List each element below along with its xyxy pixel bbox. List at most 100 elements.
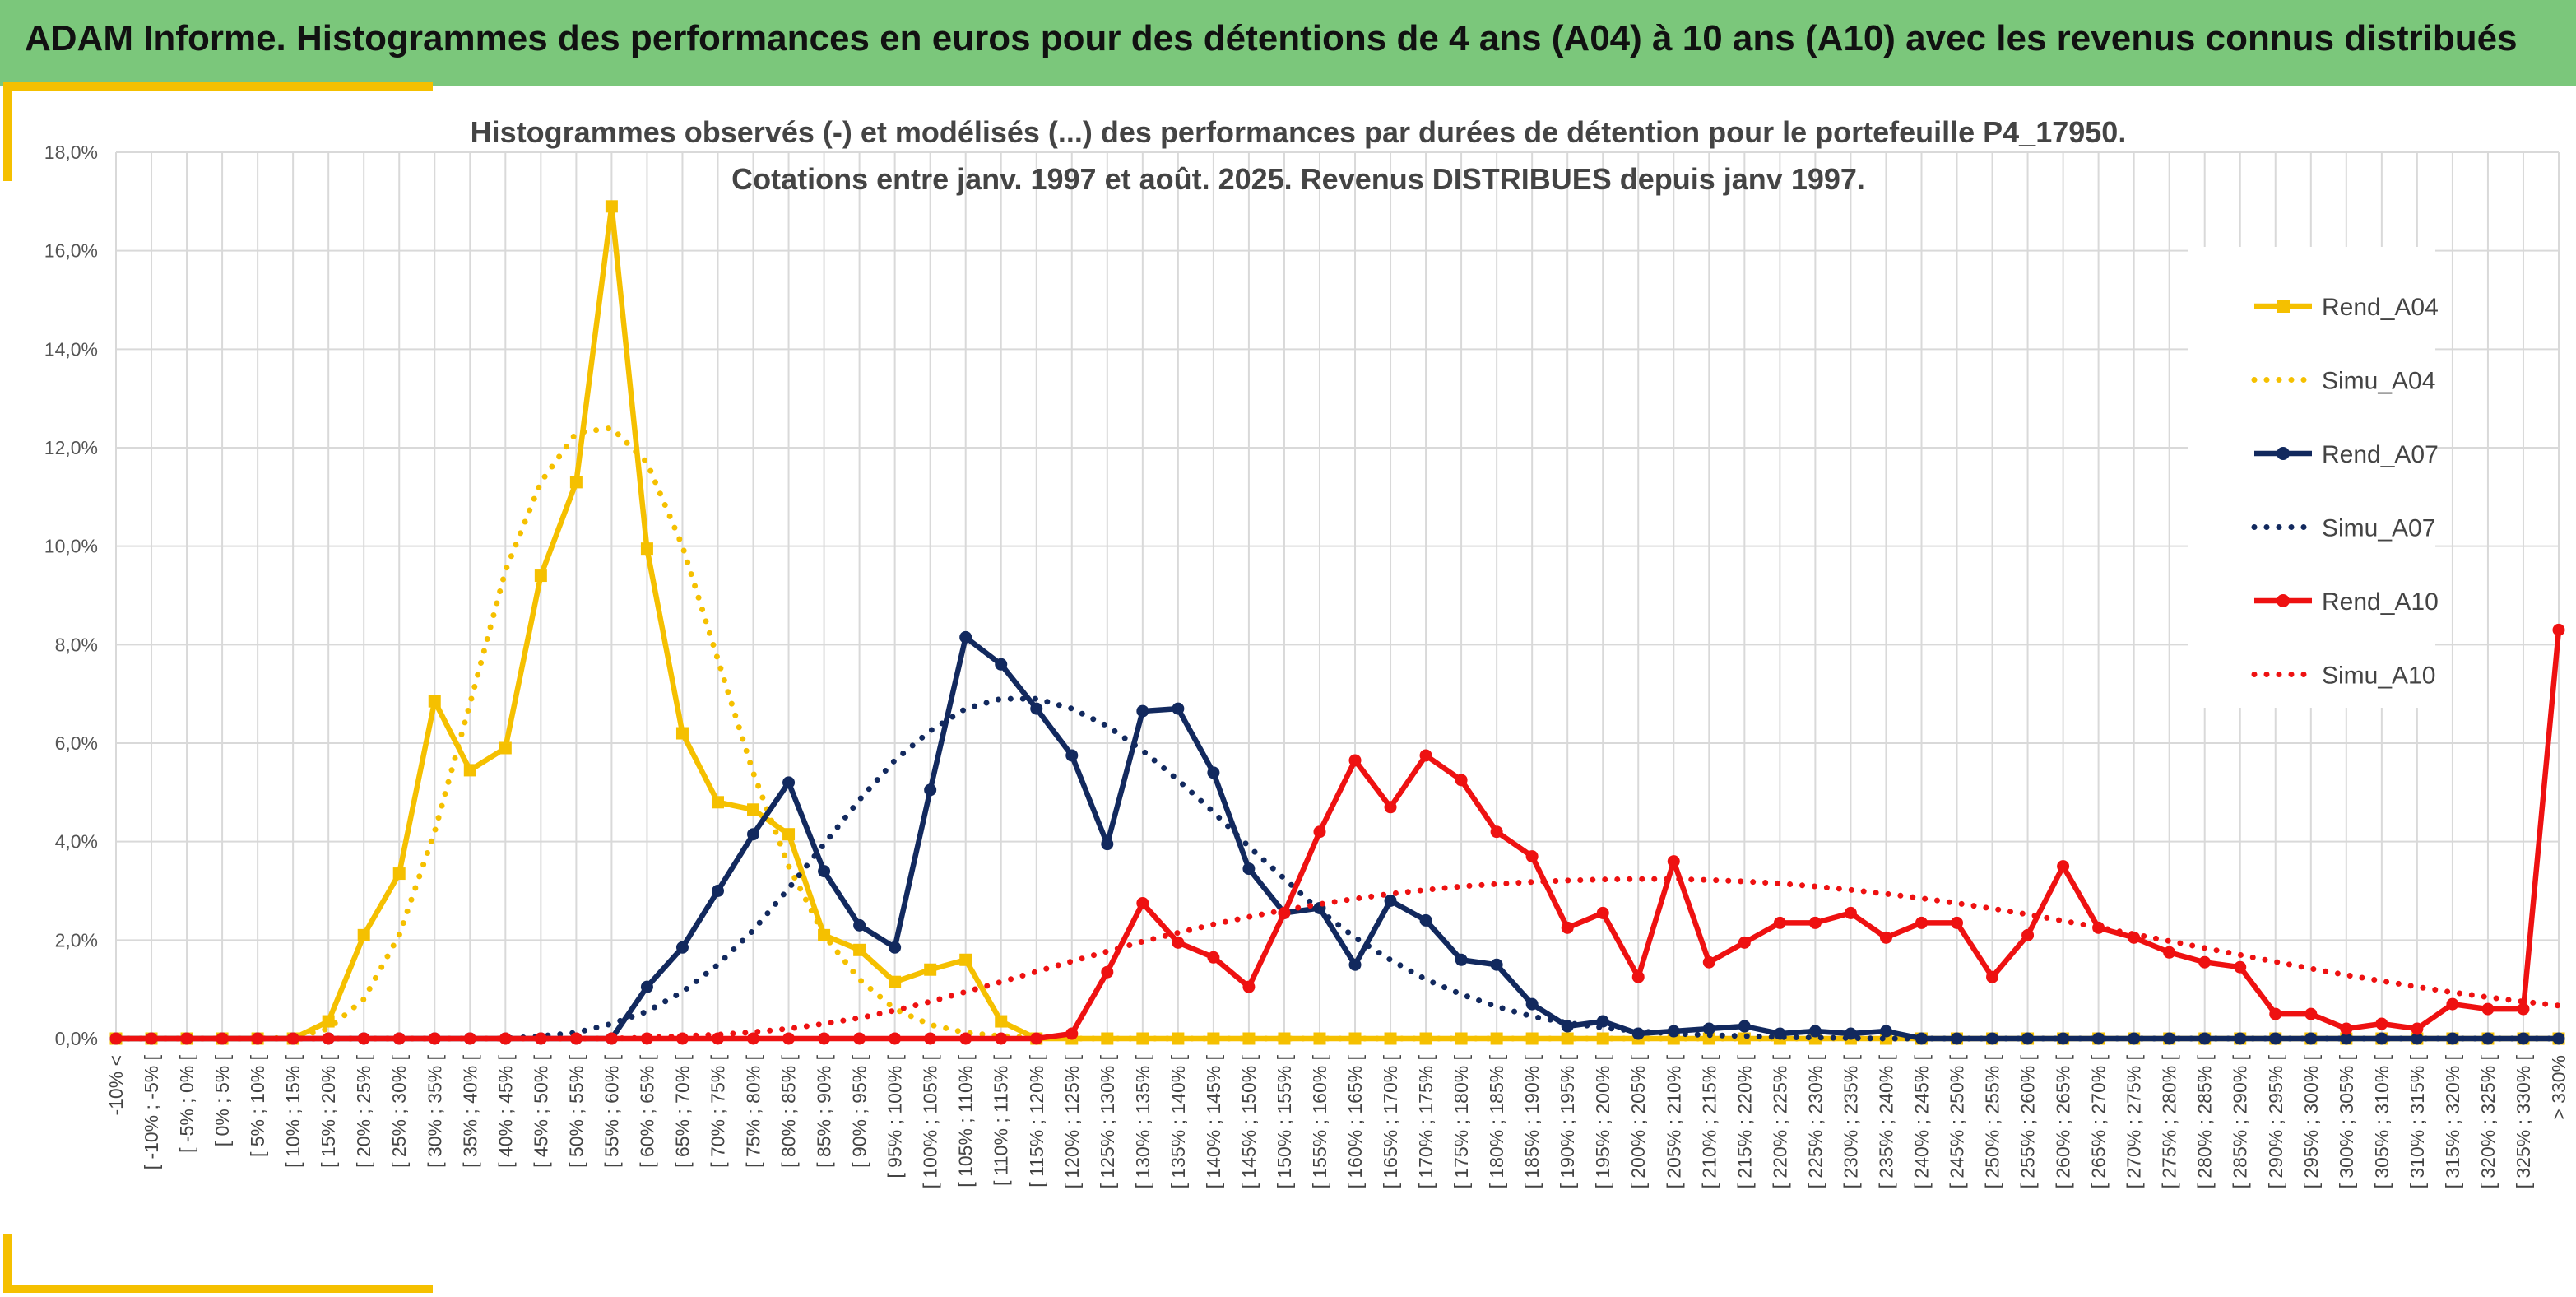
x-tick-label: [ 230% ; 235% [ [1840, 1054, 1861, 1188]
data-point-Rend_A04 [995, 1015, 1008, 1028]
data-point-Rend_A07 [2021, 1032, 2035, 1045]
data-point-Rend_A04 [392, 867, 406, 881]
data-point-Rend_A07 [2340, 1032, 2353, 1045]
x-tick-label: [ 255% ; 260% [ [2017, 1054, 2039, 1188]
data-point-Rend_A07 [853, 918, 866, 932]
data-point-Rend_A04 [1596, 1032, 1609, 1045]
data-point-Rend_A10 [782, 1032, 796, 1045]
data-point-Rend_A10 [1525, 850, 1539, 863]
x-tick-label: [ 65% ; 70% [ [671, 1054, 693, 1167]
data-point-Rend_A10 [1773, 916, 1786, 929]
data-point-Rend_A10 [1596, 906, 1609, 919]
x-tick-label: [ 5% ; 10% [ [247, 1054, 268, 1157]
data-point-Rend_A04 [782, 828, 796, 841]
x-tick-label: [ 215% ; 220% [ [1734, 1054, 1755, 1188]
x-tick-label: [ 290% ; 295% [ [2265, 1054, 2286, 1188]
x-tick-label: [ 165% ; 170% [ [1380, 1054, 1401, 1188]
x-tick-label: [ 270% ; 275% [ [2123, 1054, 2145, 1188]
data-point-Rend_A07 [2092, 1032, 2105, 1045]
x-tick-label: [ -10% ; -5% [ [141, 1054, 162, 1169]
data-point-Rend_A10 [2340, 1022, 2353, 1035]
data-point-Rend_A10 [251, 1032, 264, 1045]
y-tick-label: 16,0% [44, 240, 98, 262]
data-point-Rend_A04 [1561, 1032, 1574, 1045]
x-tick-label: [ 240% ; 245% [ [1910, 1054, 1932, 1188]
x-tick-label: [ 150% ; 155% [ [1274, 1054, 1295, 1188]
data-point-Rend_A07 [1808, 1025, 1822, 1038]
x-tick-label: [ 175% ; 180% [ [1450, 1054, 1472, 1188]
data-point-Rend_A10 [889, 1032, 902, 1045]
x-tick-label: [ 140% ; 145% [ [1203, 1054, 1224, 1188]
data-point-Rend_A07 [1384, 894, 1397, 907]
series-line-Simu_A04 [113, 425, 2562, 1042]
data-point-Rend_A04 [1490, 1032, 1503, 1045]
data-point-Rend_A07 [1419, 913, 1432, 927]
x-tick-label: [ 280% ; 285% [ [2194, 1054, 2216, 1188]
x-tick-label: [ 185% ; 190% [ [1521, 1054, 1543, 1188]
data-point-Rend_A10 [1808, 916, 1822, 929]
data-point-Rend_A10 [1986, 970, 1999, 983]
x-tick-label: [ 275% ; 280% [ [2159, 1054, 2180, 1188]
data-point-Rend_A10 [1101, 965, 1114, 979]
x-tick-label: [ 295% ; 300% [ [2300, 1054, 2322, 1188]
data-point-Rend_A10 [1702, 955, 1715, 969]
data-point-Rend_A04 [1525, 1032, 1539, 1045]
data-point-Rend_A07 [2411, 1032, 2424, 1045]
page-title: ADAM Informe. Histogrammes des performan… [25, 18, 2518, 58]
data-point-Rend_A10 [216, 1032, 229, 1045]
data-point-Rend_A10 [853, 1032, 866, 1045]
data-point-Rend_A04 [924, 963, 937, 976]
chart-legend: Rend_A04 Simu_A04 Rend_A07 Simu_A07 Rend_A10… [2251, 294, 2439, 690]
data-point-Rend_A10 [499, 1032, 512, 1045]
data-point-Rend_A10 [1348, 754, 1362, 767]
legend-background [2188, 247, 2435, 708]
data-point-Rend_A10 [2163, 946, 2176, 959]
x-tick-label: [ 205% ; 210% [ [1663, 1054, 1684, 1188]
data-point-Rend_A10 [2446, 997, 2459, 1011]
x-tick-label: [ 315% ; 320% [ [2442, 1054, 2463, 1188]
chart-grid [115, 151, 2560, 1039]
x-tick-label: [ 110% ; 115% [ [991, 1054, 1012, 1186]
data-point-Rend_A07 [818, 865, 831, 878]
data-point-Rend_A07 [1879, 1025, 1892, 1038]
data-point-Rend_A04 [711, 796, 724, 809]
data-point-Rend_A04 [463, 764, 476, 777]
y-tick-label: 18,0% [44, 142, 98, 163]
y-tick-label: 10,0% [44, 536, 98, 557]
data-point-Rend_A07 [889, 941, 902, 954]
data-point-Rend_A04 [1207, 1032, 1220, 1045]
y-tick-label: 0,0% [55, 1028, 98, 1049]
data-point-Rend_A10 [1879, 931, 1892, 944]
x-tick-label: [ 320% ; 325% [ [2477, 1054, 2499, 1188]
data-point-Rend_A07 [640, 980, 653, 993]
x-tick-label: [ 210% ; 215% [ [1698, 1054, 1720, 1188]
data-point-Rend_A07 [2057, 1032, 2070, 1045]
data-point-Rend_A07 [2375, 1032, 2388, 1045]
data-point-Rend_A07 [995, 658, 1008, 671]
data-point-Rend_A10 [2517, 1002, 2530, 1016]
x-tick-label: [ 40% ; 45% [ [494, 1054, 516, 1167]
data-point-Rend_A07 [2304, 1032, 2318, 1045]
data-point-Rend_A10 [463, 1032, 476, 1045]
data-point-Rend_A10 [1242, 980, 1256, 993]
data-point-Rend_A04 [357, 928, 370, 941]
data-point-Rend_A07 [675, 941, 689, 954]
x-tick-label: [ 80% ; 85% [ [778, 1054, 800, 1167]
data-point-Rend_A10 [1631, 970, 1645, 983]
accent-bar-top [3, 82, 433, 91]
data-point-Rend_A07 [1136, 704, 1149, 718]
data-point-Rend_A04 [853, 943, 866, 956]
x-tick-label: [ 100% ; 105% [ [920, 1054, 941, 1188]
data-point-Rend_A10 [2375, 1017, 2388, 1030]
data-point-Rend_A10 [2198, 955, 2212, 969]
data-point-Rend_A04 [428, 695, 441, 708]
y-tick-label: 4,0% [55, 831, 98, 853]
x-tick-label: [ 30% ; 35% [ [424, 1054, 445, 1167]
x-tick-label: [ 130% ; 135% [ [1132, 1054, 1153, 1188]
x-tick-label: [ 60% ; 65% [ [636, 1054, 657, 1167]
data-point-Rend_A04 [675, 727, 689, 740]
data-point-Rend_A10 [1030, 1032, 1043, 1045]
x-tick-label: [ 125% ; 130% [ [1097, 1054, 1118, 1188]
y-tick-label: 8,0% [55, 634, 98, 655]
